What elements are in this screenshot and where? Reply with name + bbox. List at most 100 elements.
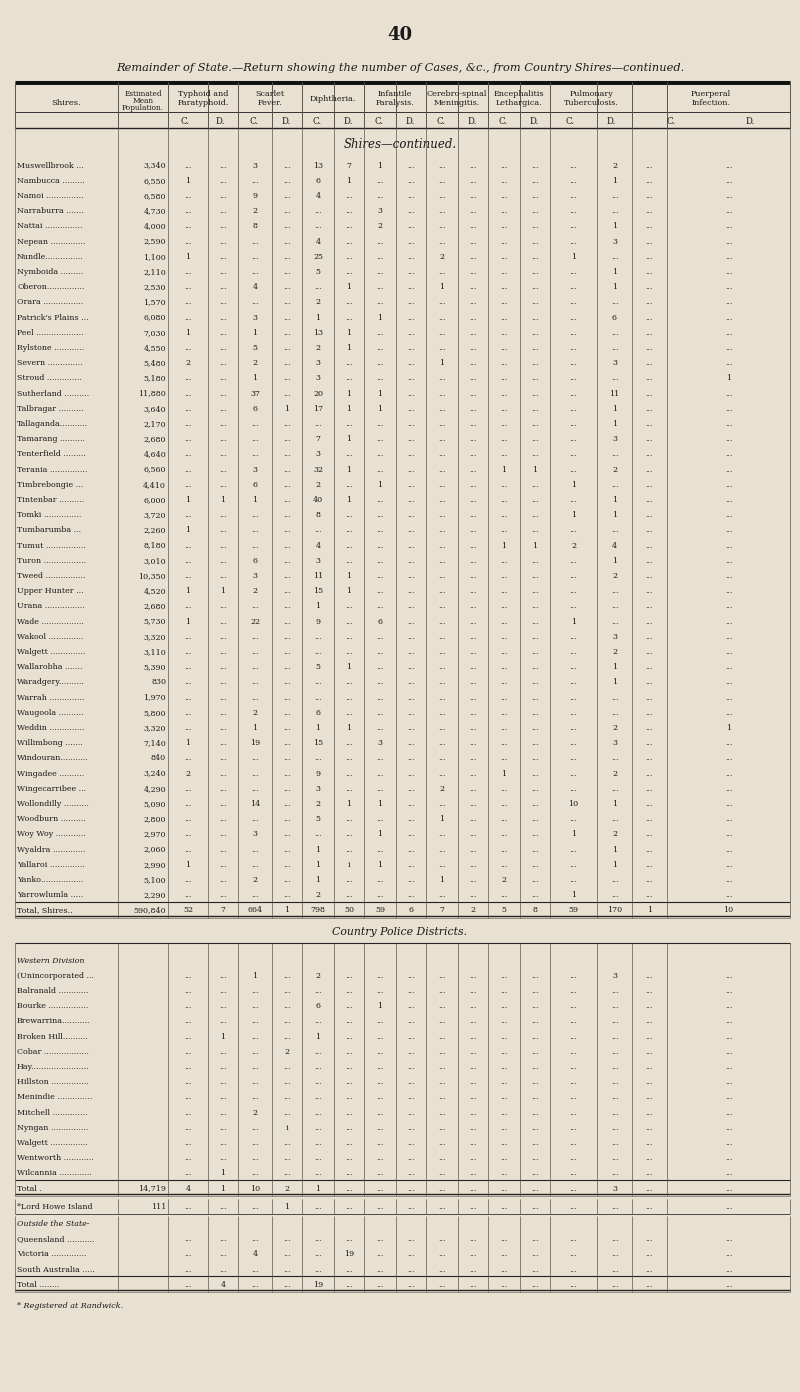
Text: ...: ...	[725, 1002, 732, 1011]
Text: ...: ...	[646, 860, 654, 869]
Text: ...: ...	[470, 390, 477, 398]
Text: ...: ...	[470, 420, 477, 427]
Text: 1: 1	[253, 972, 258, 980]
Text: ...: ...	[346, 816, 353, 823]
Text: ...: ...	[346, 972, 353, 980]
Text: ...: ...	[500, 831, 508, 838]
Text: ...: ...	[283, 678, 290, 686]
Text: 830: 830	[151, 678, 166, 686]
Text: ...: ...	[570, 770, 578, 778]
Text: ...: ...	[470, 405, 477, 413]
Text: ...: ...	[531, 1018, 538, 1026]
Text: ...: ...	[407, 1002, 414, 1011]
Text: ...: ...	[531, 709, 538, 717]
Text: ...: ...	[314, 1079, 322, 1086]
Text: ...: ...	[610, 1250, 618, 1258]
Text: ...: ...	[219, 987, 226, 995]
Text: ...: ...	[219, 1108, 226, 1116]
Text: ...: ...	[438, 329, 446, 337]
Text: ...: ...	[646, 572, 654, 580]
Text: Weddin ..............: Weddin ..............	[17, 724, 84, 732]
Text: Muswellbrook ...: Muswellbrook ...	[17, 161, 84, 170]
Text: ...: ...	[725, 192, 732, 200]
Text: ...: ...	[376, 192, 384, 200]
Text: ...: ...	[346, 1079, 353, 1086]
Text: ...: ...	[283, 496, 290, 504]
Text: ...: ...	[646, 1265, 654, 1274]
Text: D.: D.	[282, 117, 290, 125]
Text: ...: ...	[251, 663, 258, 671]
Text: ...: ...	[283, 1093, 290, 1101]
Text: ...: ...	[283, 800, 290, 807]
Text: ...: ...	[184, 161, 192, 170]
Text: ...: ...	[470, 1139, 477, 1147]
Text: ...: ...	[219, 1079, 226, 1086]
Text: Diphtheria.: Diphtheria.	[310, 95, 356, 103]
Text: ...: ...	[610, 526, 618, 535]
Text: 1: 1	[315, 313, 321, 322]
Text: ...: ...	[646, 1048, 654, 1055]
Text: ...: ...	[346, 253, 353, 260]
Text: ...: ...	[646, 420, 654, 427]
Text: Yarrowlumla .....: Yarrowlumla .....	[17, 891, 83, 899]
Text: ...: ...	[500, 344, 508, 352]
Text: ...: ...	[610, 816, 618, 823]
Text: ...: ...	[407, 238, 414, 245]
Text: ...: ...	[570, 557, 578, 565]
Text: Tweed ................: Tweed ................	[17, 572, 86, 580]
Text: 3,010: 3,010	[143, 557, 166, 565]
Text: 5,730: 5,730	[143, 618, 166, 625]
Text: ...: ...	[646, 1185, 654, 1193]
Text: ...: ...	[376, 526, 384, 535]
Text: ...: ...	[346, 1002, 353, 1011]
Text: ...: ...	[725, 754, 732, 763]
Text: ...: ...	[570, 1123, 578, 1132]
Text: Stroud ..............: Stroud ..............	[17, 374, 82, 383]
Text: ...: ...	[376, 496, 384, 504]
Text: 3: 3	[253, 161, 258, 170]
Text: ...: ...	[184, 1063, 192, 1070]
Text: 20: 20	[313, 390, 323, 398]
Text: ...: ...	[219, 1123, 226, 1132]
Text: ...: ...	[283, 1169, 290, 1178]
Text: ...: ...	[407, 831, 414, 838]
Text: ...: ...	[438, 860, 446, 869]
Text: 1: 1	[647, 906, 652, 915]
Text: ...: ...	[184, 663, 192, 671]
Text: Wingecarribee ...: Wingecarribee ...	[17, 785, 86, 793]
Text: ...: ...	[184, 390, 192, 398]
Text: ...: ...	[346, 785, 353, 793]
Text: ...: ...	[470, 329, 477, 337]
Text: 3: 3	[612, 359, 617, 367]
Text: ...: ...	[500, 987, 508, 995]
Text: ...: ...	[646, 1203, 654, 1211]
Text: Woy Woy ............: Woy Woy ............	[17, 831, 86, 838]
Text: ...: ...	[219, 207, 226, 216]
Text: ...: ...	[219, 1250, 226, 1258]
Text: ...: ...	[725, 541, 732, 550]
Text: ...: ...	[470, 496, 477, 504]
Text: 5: 5	[502, 906, 506, 915]
Text: ...: ...	[346, 192, 353, 200]
Text: ...: ...	[346, 845, 353, 853]
Text: ...: ...	[407, 876, 414, 884]
Text: ...: ...	[438, 1203, 446, 1211]
Text: ...: ...	[470, 678, 477, 686]
Text: ...: ...	[184, 693, 192, 702]
Text: ...: ...	[470, 1018, 477, 1026]
Text: 6: 6	[409, 906, 414, 915]
Text: ...: ...	[725, 161, 732, 170]
Text: ...: ...	[219, 618, 226, 625]
Text: ...: ...	[531, 785, 538, 793]
Text: ...: ...	[646, 709, 654, 717]
Text: ...: ...	[438, 1033, 446, 1041]
Text: ...: ...	[219, 785, 226, 793]
Text: ...: ...	[725, 1093, 732, 1101]
Text: ...: ...	[610, 192, 618, 200]
Text: ...: ...	[570, 1265, 578, 1274]
Text: D.: D.	[607, 117, 616, 125]
Text: ...: ...	[646, 663, 654, 671]
Text: ...: ...	[283, 359, 290, 367]
Text: ...: ...	[376, 1139, 384, 1147]
Text: ...: ...	[570, 465, 578, 473]
